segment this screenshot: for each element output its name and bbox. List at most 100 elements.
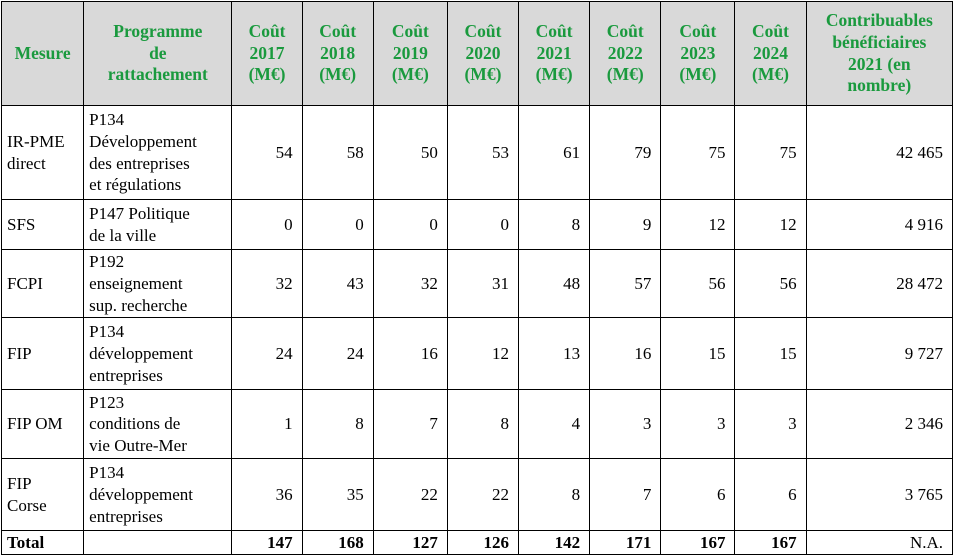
cost-cell-cout-2020: 126 bbox=[446, 530, 520, 556]
mesure-cell: Total bbox=[0, 530, 85, 556]
cost-cell-cout-2021: 61 bbox=[518, 105, 591, 200]
cost-cell-cout-2023: 15 bbox=[660, 317, 736, 391]
cost-cell-cout-2023: 56 bbox=[660, 248, 736, 319]
column-header-cout-2018: Coût 2018 (M€) bbox=[301, 1, 374, 106]
programme-cell: P147 Politique de la ville bbox=[83, 199, 233, 250]
mesure-cell: SFS bbox=[0, 199, 85, 250]
mesure-cell: FIP Corse bbox=[0, 458, 85, 532]
cost-cell-cout-2018: 0 bbox=[301, 199, 374, 250]
cost-cell-cout-2021: 8 bbox=[518, 458, 591, 532]
cost-cell-cout-2022: 171 bbox=[589, 530, 662, 556]
cost-cell-cout-2017: 147 bbox=[231, 530, 303, 556]
cost-cell-cout-2020: 22 bbox=[446, 458, 520, 532]
programme-cell bbox=[83, 530, 233, 556]
table-row: IR-PME direct P134 Développement des entr… bbox=[0, 105, 954, 200]
cost-cell-cout-2018: 8 bbox=[301, 389, 374, 460]
cost-cell-cout-2019: 0 bbox=[372, 199, 448, 250]
column-header-programme: Programme de rattachement bbox=[83, 1, 233, 106]
beneficiaires-cell: 9 727 bbox=[805, 317, 954, 391]
cost-cell-cout-2018: 58 bbox=[301, 105, 374, 200]
cost-cell-cout-2021: 4 bbox=[518, 389, 591, 460]
cost-cell-cout-2017: 54 bbox=[231, 105, 303, 200]
programme-cell: P134 Développement des entreprises et ré… bbox=[83, 105, 233, 200]
cost-cell-cout-2017: 24 bbox=[231, 317, 303, 391]
cost-cell-cout-2022: 3 bbox=[589, 389, 662, 460]
cost-cell-cout-2024: 3 bbox=[734, 389, 807, 460]
header-row: Mesure Programme de rattachement Coût 2017… bbox=[0, 1, 954, 106]
programme-cell: P134 développement entreprises bbox=[83, 317, 233, 391]
cost-cell-cout-2024: 6 bbox=[734, 458, 807, 532]
cost-cell-cout-2022: 79 bbox=[589, 105, 662, 200]
programme-cell: P134 développement entreprises bbox=[83, 458, 233, 532]
column-header-beneficiaires: Contribuables bénéficiaires 2021 (en nom… bbox=[805, 1, 954, 106]
mesure-cell: IR-PME direct bbox=[0, 105, 85, 200]
column-header-cout-2021: Coût 2021 (M€) bbox=[518, 1, 591, 106]
cost-cell-cout-2018: 35 bbox=[301, 458, 374, 532]
cost-cell-cout-2023: 6 bbox=[660, 458, 736, 532]
cost-cell-cout-2019: 7 bbox=[372, 389, 448, 460]
cost-cell-cout-2024: 56 bbox=[734, 248, 807, 319]
total-row: Total 147 168 127 126 142 171 167 167 N.A. bbox=[0, 530, 954, 556]
cost-cell-cout-2024: 167 bbox=[734, 530, 807, 556]
cost-cell-cout-2019: 50 bbox=[372, 105, 448, 200]
cost-cell-cout-2017: 0 bbox=[231, 199, 303, 250]
cost-cell-cout-2020: 53 bbox=[446, 105, 520, 200]
cost-cell-cout-2022: 7 bbox=[589, 458, 662, 532]
programme-cell: P192 enseignement sup. recherche bbox=[83, 248, 233, 319]
cost-cell-cout-2021: 48 bbox=[518, 248, 591, 319]
beneficiaires-cell: 4 916 bbox=[805, 199, 954, 250]
cost-cell-cout-2017: 36 bbox=[231, 458, 303, 532]
cost-cell-cout-2024: 15 bbox=[734, 317, 807, 391]
mesure-cell: FIP bbox=[0, 317, 85, 391]
cost-cell-cout-2022: 16 bbox=[589, 317, 662, 391]
table-row: FIP P134 développement entreprises 24 24 16 1… bbox=[0, 317, 954, 391]
cost-cell-cout-2018: 168 bbox=[301, 530, 374, 556]
beneficiaires-cell: 28 472 bbox=[805, 248, 954, 319]
programme-cell: P123 conditions de vie Outre-Mer bbox=[83, 389, 233, 460]
beneficiaires-cell: 2 346 bbox=[805, 389, 954, 460]
cost-cell-cout-2021: 8 bbox=[518, 199, 591, 250]
cost-cell-cout-2023: 167 bbox=[660, 530, 736, 556]
cost-cell-cout-2023: 75 bbox=[660, 105, 736, 200]
column-header-cout-2020: Coût 2020 (M€) bbox=[446, 1, 520, 106]
cost-cell-cout-2023: 3 bbox=[660, 389, 736, 460]
cost-cell-cout-2023: 12 bbox=[660, 199, 736, 250]
column-header-cout-2022: Coût 2022 (M€) bbox=[589, 1, 662, 106]
table-row: FCPI P192 enseignement sup. recherche 32 43… bbox=[0, 248, 954, 319]
column-header-cout-2023: Coût 2023 (M€) bbox=[660, 1, 736, 106]
cost-cell-cout-2019: 32 bbox=[372, 248, 448, 319]
column-header-mesure: Mesure bbox=[0, 1, 85, 106]
mesure-cell: FIP OM bbox=[0, 389, 85, 460]
cost-cell-cout-2017: 32 bbox=[231, 248, 303, 319]
table-body: IR-PME direct P134 Développement des entr… bbox=[0, 105, 954, 556]
table-row: SFS P147 Politique de la ville 0 0 0 0 8 9 12 12 4… bbox=[0, 199, 954, 250]
beneficiaires-cell: 42 465 bbox=[805, 105, 954, 200]
cost-cell-cout-2019: 22 bbox=[372, 458, 448, 532]
table-header: Mesure Programme de rattachement Coût 2017… bbox=[0, 1, 954, 106]
cost-cell-cout-2020: 8 bbox=[446, 389, 520, 460]
beneficiaires-cell: 3 765 bbox=[805, 458, 954, 532]
cost-cell-cout-2019: 127 bbox=[372, 530, 448, 556]
beneficiaires-cell: N.A. bbox=[805, 530, 954, 556]
cost-cell-cout-2017: 1 bbox=[231, 389, 303, 460]
cost-cell-cout-2020: 12 bbox=[446, 317, 520, 391]
cost-cell-cout-2021: 142 bbox=[518, 530, 591, 556]
column-header-cout-2024: Coût 2024 (M€) bbox=[734, 1, 807, 106]
mesure-cell: FCPI bbox=[0, 248, 85, 319]
cost-cell-cout-2022: 57 bbox=[589, 248, 662, 319]
cost-cell-cout-2020: 0 bbox=[446, 199, 520, 250]
cost-cell-cout-2018: 43 bbox=[301, 248, 374, 319]
cost-cell-cout-2024: 75 bbox=[734, 105, 807, 200]
cost-cell-cout-2024: 12 bbox=[734, 199, 807, 250]
cost-cell-cout-2019: 16 bbox=[372, 317, 448, 391]
column-header-cout-2019: Coût 2019 (M€) bbox=[372, 1, 448, 106]
cost-cell-cout-2021: 13 bbox=[518, 317, 591, 391]
cost-cell-cout-2018: 24 bbox=[301, 317, 374, 391]
table-row: FIP Corse P134 développement entreprises 3… bbox=[0, 458, 954, 532]
cost-cell-cout-2022: 9 bbox=[589, 199, 662, 250]
column-header-cout-2017: Coût 2017 (M€) bbox=[231, 1, 303, 106]
table-row: FIP OM P123 conditions de vie Outre-Mer 1 8… bbox=[0, 389, 954, 460]
cost-cell-cout-2020: 31 bbox=[446, 248, 520, 319]
